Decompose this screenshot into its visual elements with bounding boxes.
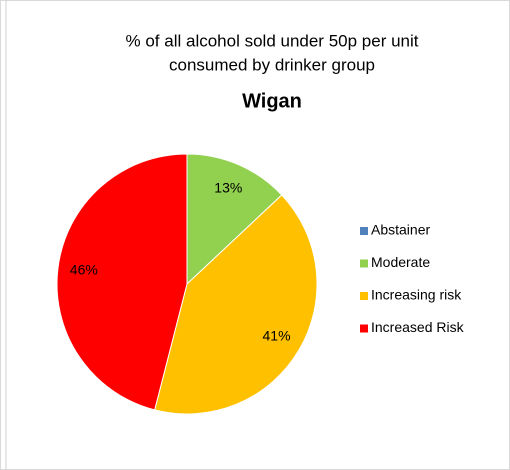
data-label: 46% xyxy=(70,262,98,278)
chart-title-line: consumed by drinker group xyxy=(169,55,375,74)
data-label: 41% xyxy=(263,328,291,344)
data-label: 13% xyxy=(214,179,242,195)
legend-label: Moderate xyxy=(371,254,430,270)
pie-slice xyxy=(56,153,188,411)
pie-slice xyxy=(154,194,318,415)
legend-label: Increased Risk xyxy=(371,319,465,335)
legend-label: Increasing risk xyxy=(371,287,462,303)
legend-swatch xyxy=(360,292,368,300)
chart-subtitle: Wigan xyxy=(242,90,302,112)
legend-swatch xyxy=(360,324,368,333)
legend-swatch xyxy=(360,227,368,235)
legend-swatch xyxy=(360,259,368,268)
chart-title-line: % of all alcohol sold under 50p per unit xyxy=(126,31,419,50)
pie-slice xyxy=(186,153,283,286)
legend-label: Abstainer xyxy=(371,222,430,238)
